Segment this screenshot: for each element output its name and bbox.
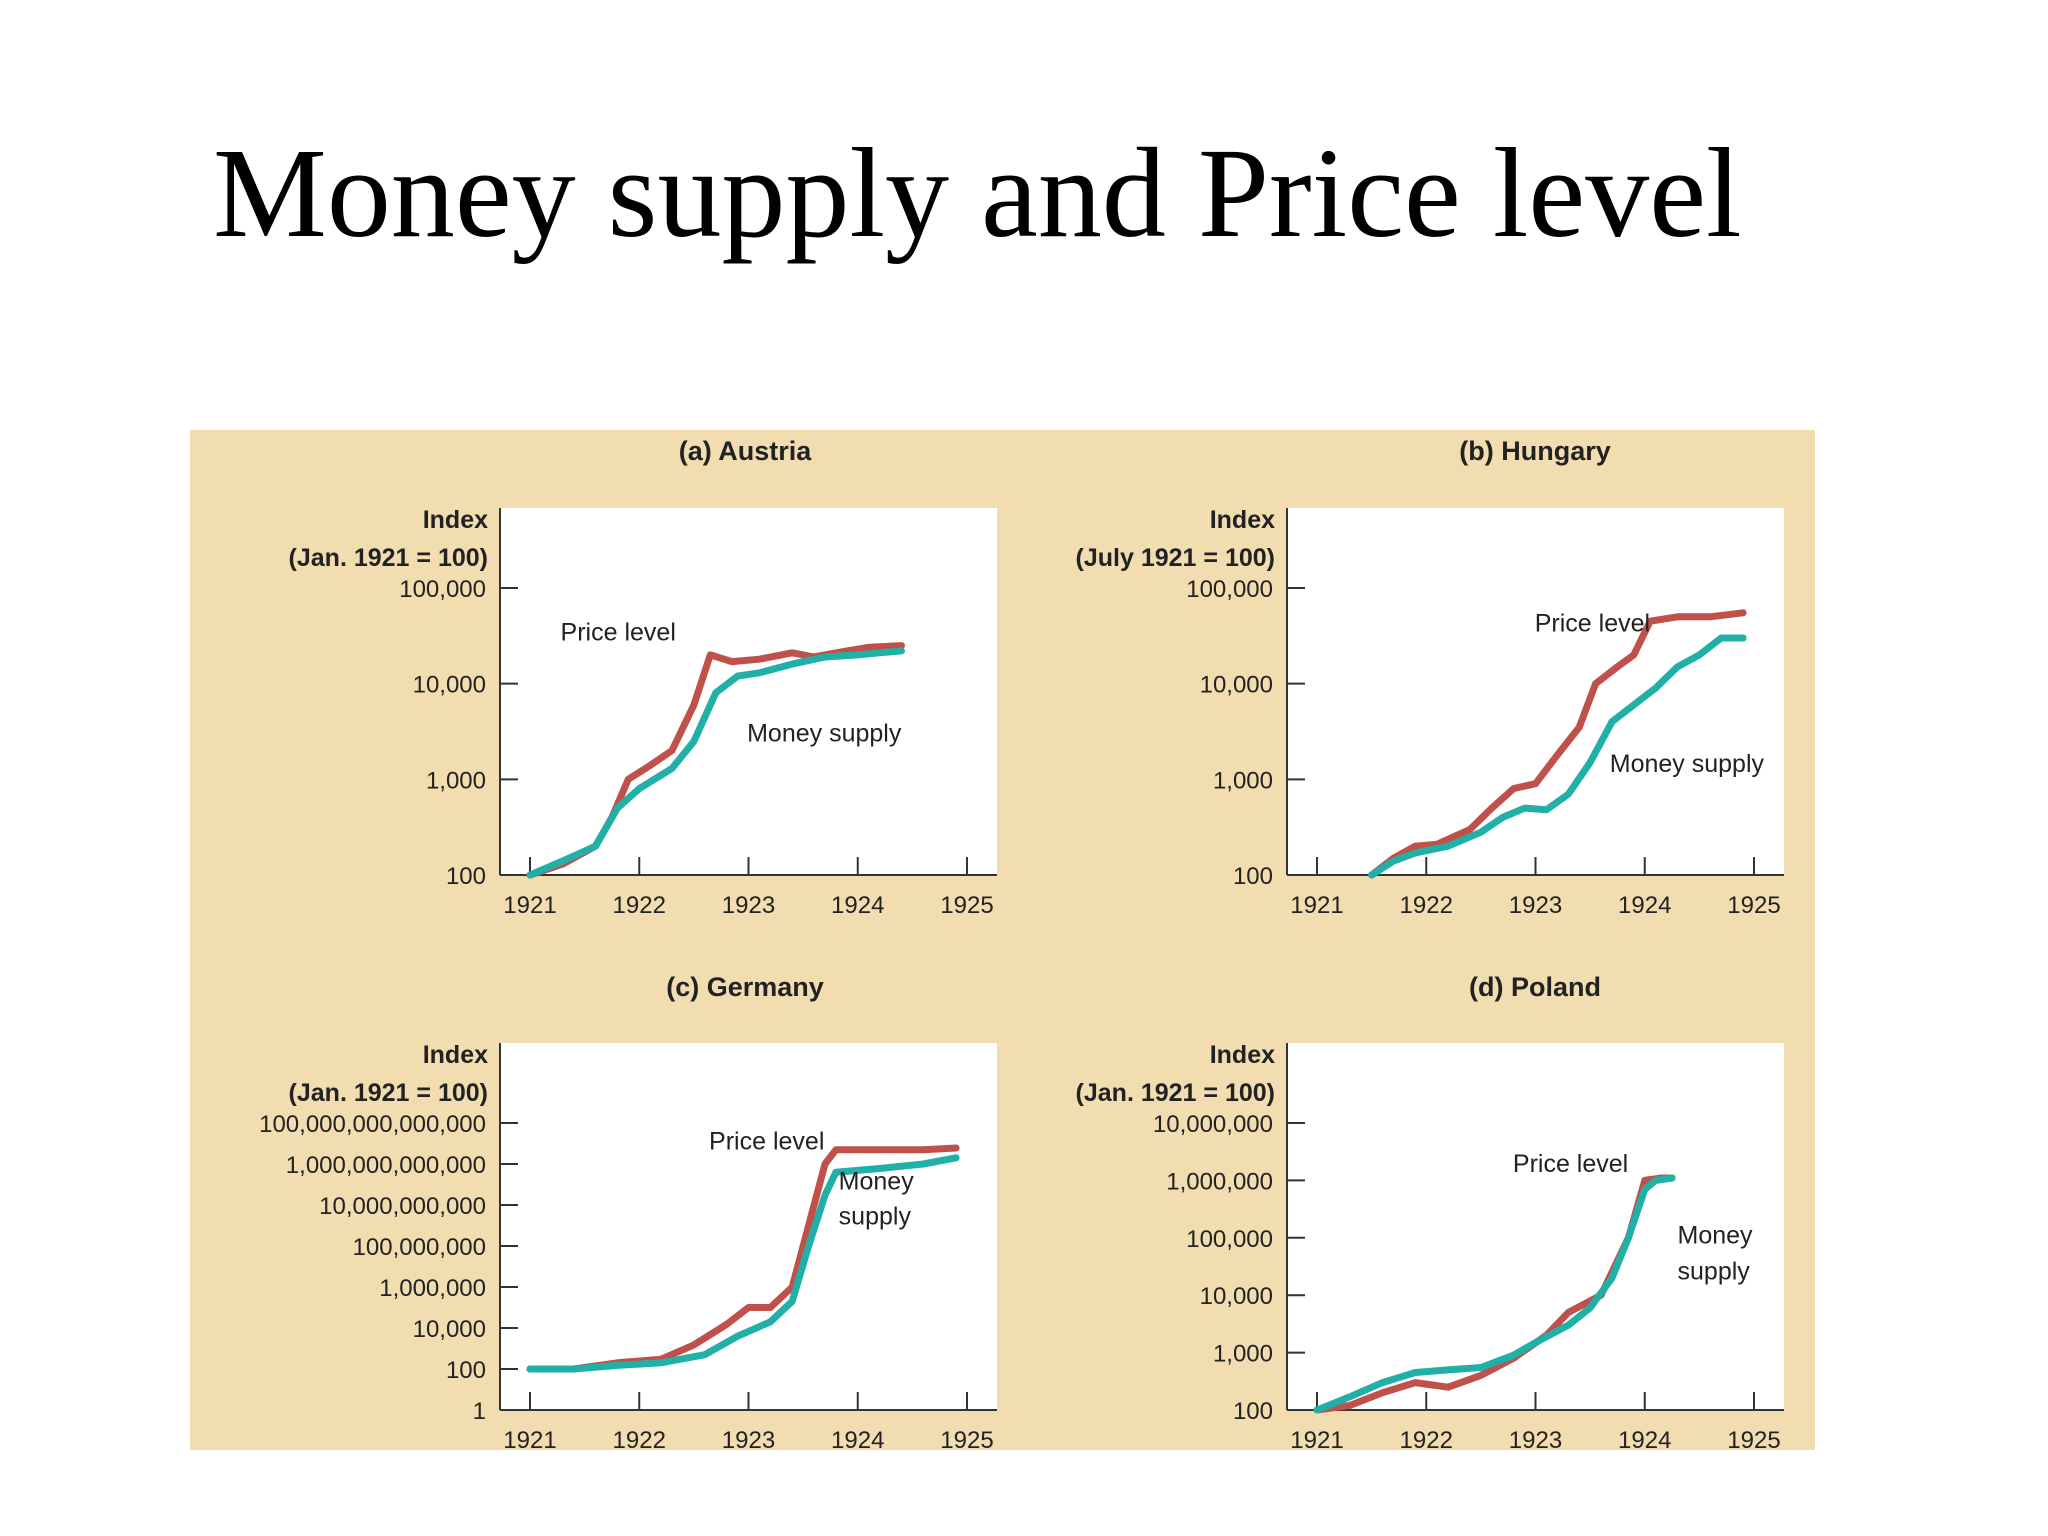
plot-area	[1287, 508, 1784, 875]
x-tick-label: 1925	[1727, 1427, 1780, 1450]
x-tick-label: 1925	[940, 1427, 993, 1450]
x-tick-label: 1922	[613, 1427, 666, 1450]
y-axis-label: (Jan. 1921 = 100)	[289, 544, 488, 572]
y-tick-label: 1,000,000,000,000	[286, 1152, 486, 1179]
y-tick-label: 100,000,000,000,000	[259, 1111, 486, 1138]
y-axis-label: (Jan. 1921 = 100)	[289, 1079, 488, 1107]
x-tick-label: 1921	[1290, 1427, 1343, 1450]
chart-title: (d) Poland	[1469, 972, 1601, 1002]
x-tick-label: 1925	[1727, 892, 1780, 919]
x-tick-label: 1924	[831, 1427, 884, 1450]
y-axis-label: (July 1921 = 100)	[1076, 544, 1275, 572]
series-label: Price level	[709, 1128, 824, 1156]
money-supply-line	[1368, 634, 1747, 879]
chart-panel-4: (d) Poland Index (Jan. 1921 = 100) 100 1,000…	[1076, 972, 1784, 1450]
x-tick-label: 1924	[831, 892, 884, 919]
y-tick-label: 10,000,000	[1153, 1111, 1273, 1138]
series-label: Money	[839, 1168, 915, 1196]
y-tick-label: 1,000,000	[1166, 1168, 1273, 1195]
chart-title: (c) Germany	[666, 972, 824, 1002]
y-tick-label: 100,000	[1186, 576, 1273, 603]
y-tick-label: 10,000	[1200, 1283, 1273, 1310]
y-tick-label: 10,000,000,000	[319, 1193, 486, 1220]
y-tick-label: 1,000	[426, 767, 486, 794]
x-tick-label: 1923	[1509, 1427, 1562, 1450]
y-tick-label: 10,000	[413, 672, 486, 699]
y-tick-label: 100,000,000	[353, 1234, 486, 1261]
chart-title: (b) Hungary	[1459, 436, 1611, 466]
chart-panel-3: (c) Germany Index (Jan. 1921 = 100) 1 100 10,…	[259, 972, 997, 1450]
series-label: Price level	[561, 619, 676, 647]
y-tick-label: 100	[446, 863, 486, 890]
y-tick-label: 1,000,000	[379, 1275, 486, 1302]
chart-title: (a) Austria	[679, 436, 813, 466]
figure-panel: (a) Austria Index (Jan. 1921 = 100) 100 1,00…	[190, 430, 1815, 1450]
series-label: Money supply	[1610, 750, 1765, 778]
y-tick-label: 100	[1233, 863, 1273, 890]
y-tick-label: 100,000	[1186, 1226, 1273, 1253]
series-label: Money supply	[747, 720, 902, 748]
x-tick-label: 1923	[1509, 892, 1562, 919]
x-tick-label: 1923	[722, 1427, 775, 1450]
x-tick-label: 1922	[613, 892, 666, 919]
y-tick-label: 100	[1233, 1398, 1273, 1425]
money-supply-line	[1313, 1174, 1676, 1414]
y-tick-label: 10,000	[413, 1316, 486, 1343]
y-tick-label: 1	[473, 1398, 486, 1425]
x-tick-label: 1924	[1618, 892, 1671, 919]
x-tick-label: 1921	[503, 892, 556, 919]
x-tick-label: 1922	[1400, 892, 1453, 919]
x-tick-label: 1921	[1290, 892, 1343, 919]
series-label: Money	[1678, 1221, 1754, 1249]
money-supply-line	[526, 1154, 960, 1373]
chart-panel-2: (b) Hungary Index (July 1921 = 100) 100 1,00…	[1076, 436, 1784, 919]
plot-area	[1287, 1043, 1784, 1410]
x-tick-label: 1921	[503, 1427, 556, 1450]
slide-title: Money supply and Price level	[213, 122, 1742, 264]
series-label: supply	[1678, 1257, 1751, 1285]
y-axis-label: (Jan. 1921 = 100)	[1076, 1079, 1275, 1107]
x-tick-label: 1923	[722, 892, 775, 919]
y-axis-label: Index	[1210, 1041, 1275, 1069]
y-tick-label: 100	[446, 1357, 486, 1384]
x-tick-label: 1924	[1618, 1427, 1671, 1450]
plot-area	[500, 1043, 997, 1410]
chart-panel-1: (a) Austria Index (Jan. 1921 = 100) 100 1,00…	[289, 436, 997, 919]
y-tick-label: 1,000	[1213, 1341, 1273, 1368]
y-axis-label: Index	[423, 1041, 488, 1069]
y-tick-label: 1,000	[1213, 767, 1273, 794]
y-axis-label: Index	[1210, 506, 1275, 534]
y-tick-label: 100,000	[399, 576, 486, 603]
price-level-line	[1368, 609, 1747, 879]
y-tick-label: 10,000	[1200, 672, 1273, 699]
series-label: Price level	[1535, 610, 1650, 638]
x-tick-label: 1925	[940, 892, 993, 919]
plot-area	[500, 508, 997, 875]
series-label: supply	[839, 1203, 912, 1231]
x-tick-label: 1922	[1400, 1427, 1453, 1450]
y-axis-label: Index	[423, 506, 488, 534]
series-label: Price level	[1513, 1150, 1628, 1178]
money-supply-line	[526, 647, 905, 879]
figure-svg: (a) Austria Index (Jan. 1921 = 100) 100 1,00…	[190, 430, 1815, 1450]
